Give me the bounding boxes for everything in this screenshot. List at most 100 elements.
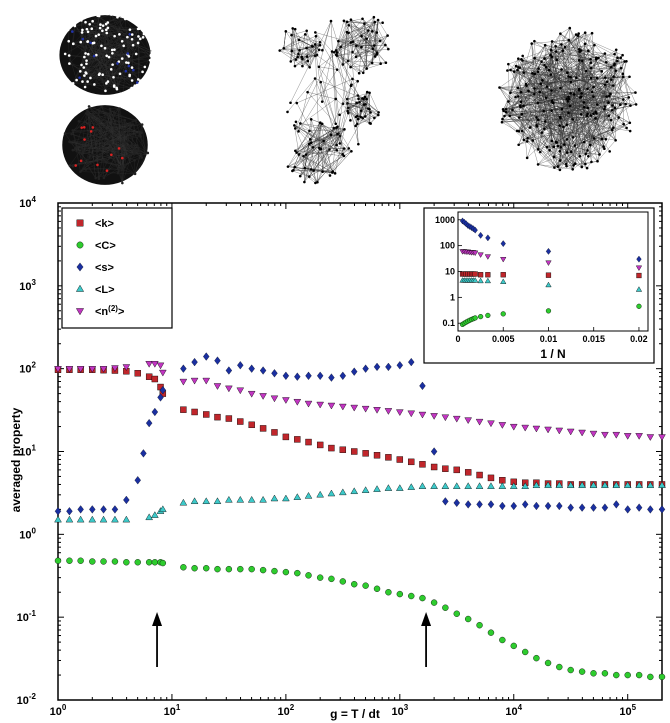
y-axis-title: averaged property	[9, 407, 23, 512]
data-point	[589, 481, 598, 488]
data-point	[418, 411, 427, 419]
data-point	[111, 558, 119, 565]
data-point	[578, 429, 586, 437]
inset-data-point	[484, 277, 491, 284]
data-point	[464, 469, 472, 476]
data-point	[408, 592, 415, 600]
legend: <k> <C> <s> <L> <n(2)>	[61, 207, 173, 329]
data-point	[373, 362, 381, 372]
data-point	[453, 498, 460, 507]
inset-data-point	[472, 226, 478, 234]
data-point	[408, 357, 415, 367]
data-point	[202, 497, 211, 504]
data-point	[304, 492, 313, 499]
data-point	[464, 615, 472, 623]
data-point	[316, 441, 324, 449]
data-point	[156, 362, 165, 370]
data-point	[566, 481, 575, 488]
data-point	[385, 589, 392, 596]
data-point	[225, 415, 233, 422]
inset-data-point	[500, 257, 507, 263]
inset-data-point	[545, 272, 552, 278]
data-point	[351, 448, 358, 455]
data-point	[396, 409, 404, 416]
data-point	[475, 482, 484, 489]
data-point	[624, 671, 631, 679]
data-point	[76, 515, 85, 523]
data-point	[203, 565, 210, 572]
data-point	[99, 515, 108, 523]
data-point	[555, 481, 564, 488]
data-point	[111, 505, 119, 514]
data-point	[123, 559, 130, 566]
data-point	[362, 364, 369, 373]
data-point	[122, 364, 131, 371]
series-triangle-down	[54, 361, 666, 441]
data-point	[151, 375, 159, 383]
data-point	[452, 415, 461, 423]
data-point	[635, 503, 643, 512]
data-point	[407, 410, 416, 418]
inset-data-point	[472, 315, 478, 321]
data-point	[145, 559, 153, 566]
data-point	[658, 434, 666, 441]
data-point	[555, 427, 564, 435]
data-point	[419, 461, 426, 468]
data-point	[294, 372, 301, 381]
data-point	[373, 585, 381, 593]
data-point	[658, 505, 666, 514]
data-point	[191, 408, 198, 416]
data-point	[567, 666, 574, 674]
inset-data-point	[478, 314, 484, 320]
data-point	[134, 370, 141, 377]
data-point	[475, 418, 484, 426]
network-modular	[278, 15, 390, 185]
data-point	[612, 481, 621, 488]
inset-data-point	[636, 255, 642, 263]
data-point	[159, 386, 167, 395]
data-point	[225, 495, 233, 503]
data-point	[351, 367, 358, 376]
legend-label: <n(2)>	[95, 304, 124, 318]
inset-series-circle	[459, 303, 642, 327]
inset-data-point	[636, 303, 642, 309]
data-point	[532, 481, 541, 488]
data-point	[294, 569, 301, 577]
data-point	[487, 474, 495, 482]
data-point	[140, 449, 147, 458]
data-point	[248, 421, 255, 429]
data-point	[464, 482, 472, 489]
data-point	[259, 566, 267, 574]
inset-background	[423, 207, 655, 364]
data-point	[214, 413, 221, 421]
data-point	[247, 391, 256, 398]
series-layer	[54, 352, 666, 681]
data-point	[601, 503, 609, 512]
data-point	[54, 507, 62, 516]
data-point	[316, 490, 324, 498]
data-point	[510, 501, 517, 511]
data-point	[214, 565, 221, 573]
data-point	[203, 411, 210, 418]
data-point	[225, 565, 233, 573]
data-point	[373, 452, 381, 459]
data-point	[418, 482, 427, 489]
inset-x-tick-label: 0.005	[492, 334, 515, 344]
inset-series-diamond	[459, 217, 642, 263]
data-point	[430, 447, 438, 456]
x-tick-label: 105	[619, 703, 636, 718]
data-point	[54, 366, 62, 373]
data-point	[76, 366, 85, 373]
data-point	[202, 377, 211, 385]
inset-y-tick-label: 10	[445, 267, 455, 277]
data-point	[99, 366, 108, 373]
inset-data-point	[545, 308, 552, 314]
data-point	[88, 366, 97, 373]
data-point	[487, 500, 495, 509]
data-point	[77, 505, 84, 514]
legend-label: <k>	[95, 218, 114, 230]
legend-marker	[75, 284, 85, 292]
x-tick-label: 102	[278, 703, 295, 718]
data-point	[396, 361, 404, 370]
